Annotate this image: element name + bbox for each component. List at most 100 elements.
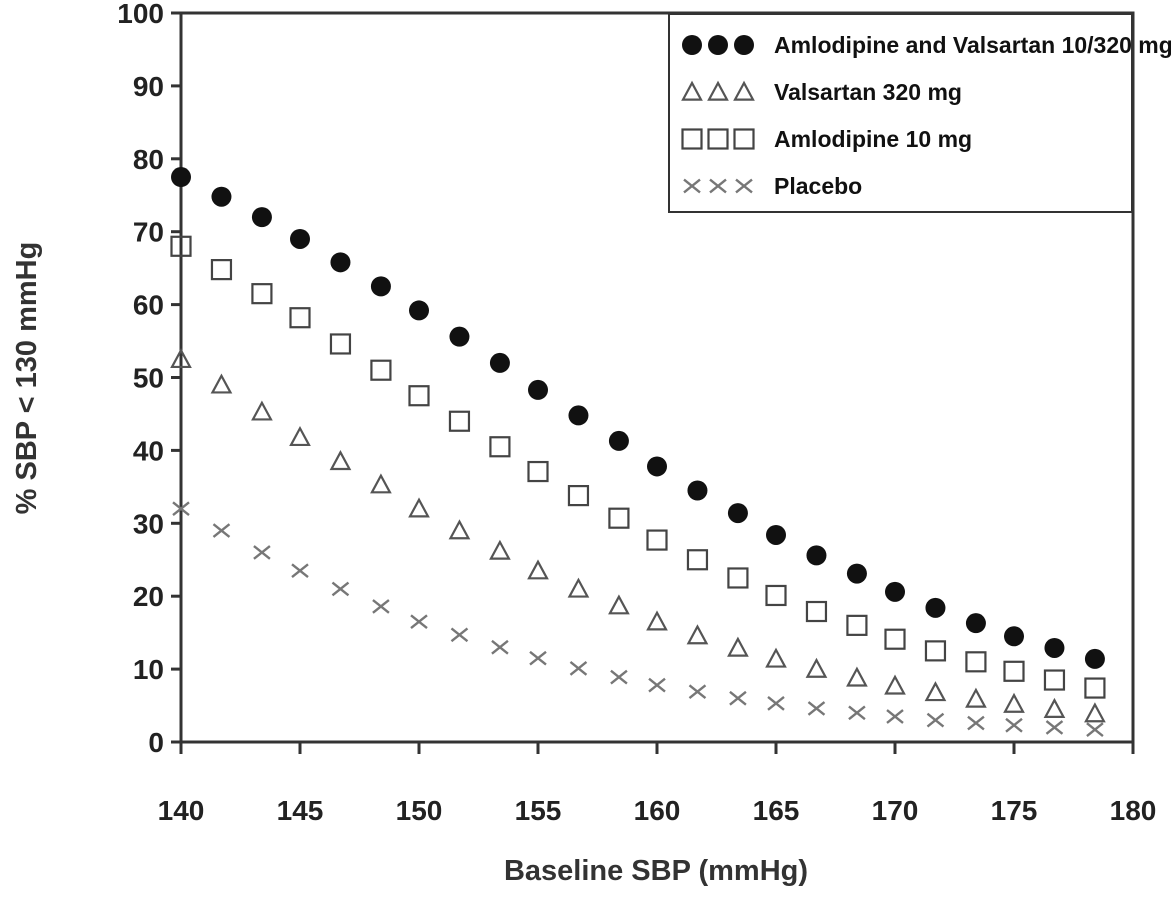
x-tick-label: 170 <box>872 795 919 826</box>
data-point <box>1086 722 1104 737</box>
data-point <box>567 484 590 507</box>
data-point <box>370 473 392 494</box>
legend-marker <box>735 178 753 194</box>
x-stroke <box>926 712 945 728</box>
data-point <box>527 559 549 580</box>
data-point <box>331 581 350 597</box>
data-point <box>884 628 906 650</box>
data-point <box>289 307 311 329</box>
x-tick-label: 145 <box>277 795 324 826</box>
x-stroke <box>648 677 666 693</box>
data-point <box>727 503 748 524</box>
data-point <box>1044 637 1065 658</box>
y-tick-label: 70 <box>133 217 164 248</box>
data-point <box>765 647 787 668</box>
x-stroke <box>688 684 707 700</box>
data-point <box>806 545 827 566</box>
data-point <box>449 326 470 347</box>
x-stroke <box>372 599 390 614</box>
data-point <box>1043 669 1066 691</box>
data-point <box>729 690 747 706</box>
series-1 <box>171 167 1105 669</box>
data-point <box>172 501 190 517</box>
y-tick-label: 40 <box>133 435 164 466</box>
x-stroke <box>767 696 785 711</box>
x-stroke <box>491 639 509 655</box>
x-stroke <box>729 690 747 706</box>
data-point <box>251 283 273 305</box>
data-point <box>370 276 391 297</box>
data-point <box>1084 702 1106 723</box>
y-tick-label: 100 <box>117 0 164 29</box>
data-point <box>290 228 310 249</box>
data-point <box>370 359 392 381</box>
x-tick-label: 150 <box>396 795 443 826</box>
y-tick-label: 0 <box>148 727 164 758</box>
data-point <box>765 584 787 607</box>
legend-item: Amlodipine and Valsartan 10/320 mg <box>682 32 1171 58</box>
y-tick-label: 30 <box>133 508 164 539</box>
data-point <box>686 549 709 571</box>
data-point <box>1005 717 1023 733</box>
x-stroke <box>212 523 231 538</box>
legend-item: Amlodipine 10 mg <box>681 126 972 152</box>
data-point <box>489 539 511 560</box>
data-point <box>372 599 390 614</box>
data-point <box>807 701 826 716</box>
series-4 <box>172 501 1104 737</box>
x-tick-label: 160 <box>634 795 681 826</box>
x-tick-label: 155 <box>515 795 562 826</box>
y-tick-label: 20 <box>133 581 164 612</box>
legend-marker <box>682 35 702 55</box>
x-tick-label: 140 <box>158 795 205 826</box>
y-tick-label: 90 <box>133 71 164 102</box>
data-point <box>767 696 785 711</box>
data-point <box>528 379 548 400</box>
data-point <box>687 480 708 501</box>
x-stroke <box>253 545 271 560</box>
data-point <box>330 252 351 273</box>
x-stroke <box>848 705 866 721</box>
data-point <box>610 669 628 685</box>
data-point <box>648 677 666 693</box>
data-point <box>170 235 192 257</box>
data-point <box>410 614 428 630</box>
x-axis: 140 145 150 155 160 165 170 175 180 <box>158 742 1156 826</box>
data-point <box>688 684 707 700</box>
data-point <box>886 709 904 724</box>
x-stroke <box>569 661 588 676</box>
data-point <box>171 167 191 188</box>
data-point <box>848 705 866 721</box>
data-point <box>608 594 630 615</box>
data-point <box>210 259 233 281</box>
data-point <box>567 577 590 598</box>
data-point <box>329 333 352 355</box>
x-stroke <box>172 501 190 517</box>
legend-label: Amlodipine and Valsartan 10/320 mg <box>774 32 1171 58</box>
data-point <box>491 639 509 655</box>
x-stroke <box>610 669 628 685</box>
x-stroke <box>331 581 350 597</box>
data-point <box>608 507 630 529</box>
data-point <box>846 614 868 636</box>
series-3 <box>170 235 1106 699</box>
data-point <box>925 597 946 618</box>
data-point <box>766 524 786 545</box>
data-point <box>846 666 868 687</box>
data-point <box>291 563 309 579</box>
data-point <box>170 347 192 369</box>
legend-marker <box>734 35 754 55</box>
data-point <box>1043 697 1066 718</box>
legend-label: Amlodipine 10 mg <box>774 126 972 152</box>
data-point <box>924 640 947 662</box>
data-point <box>529 650 547 666</box>
legend-marker <box>707 128 729 150</box>
x-tick-label: 165 <box>753 795 800 826</box>
data-point <box>489 436 511 458</box>
y-tick-label: 50 <box>133 363 164 394</box>
y-tick-label: 60 <box>133 290 164 321</box>
data-point <box>408 497 430 518</box>
data-point <box>408 385 430 407</box>
series-2 <box>170 347 1106 723</box>
data-point <box>251 207 272 228</box>
